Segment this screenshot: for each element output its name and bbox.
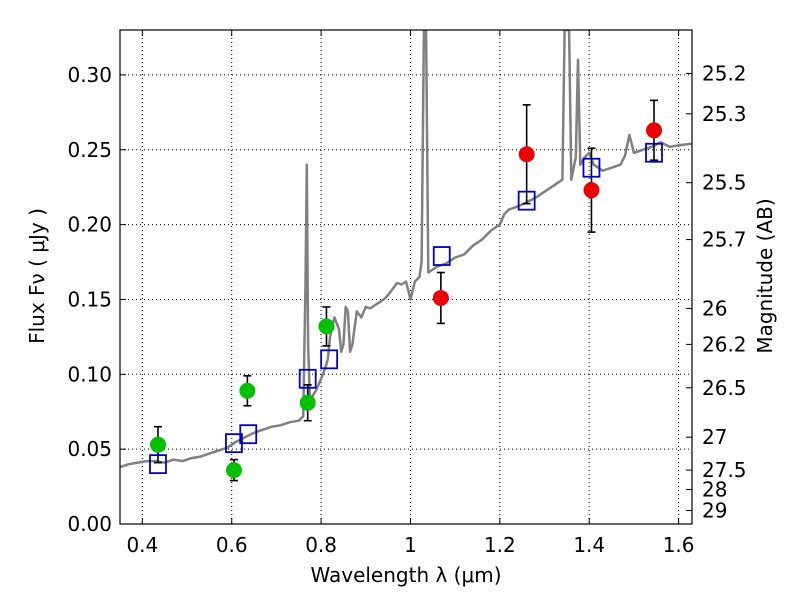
mag-tick-label: 26.2: [702, 332, 747, 356]
plot-frame: [119, 29, 693, 525]
red-data-point: [432, 289, 449, 306]
x-axis-label: Wavelength λ (μm): [310, 563, 501, 587]
y-tick-label: 0.20: [67, 213, 112, 237]
mag-tick-label: 29: [702, 499, 727, 523]
y-axis-label: Flux Fν ( μJy ): [25, 208, 49, 344]
model-band-square: [432, 246, 451, 266]
model-band-square: [149, 454, 167, 475]
axis-ticks: 0.4 0.6 0.8 1 1.2 1.4 1.6 0.00 0.05 0.10 0.15 0.20 0…: [67, 30, 747, 557]
red-data-point: [583, 182, 600, 199]
green-data-point: [149, 436, 166, 453]
model-band-square: [517, 190, 536, 211]
mag-tick-label: 26: [702, 296, 727, 320]
model-band-square: [645, 142, 663, 163]
mag-tick-label: 27: [702, 425, 727, 449]
mag-tick-label: 26.5: [702, 376, 747, 400]
green-data-point: [225, 462, 242, 479]
green-data-point: [299, 394, 316, 411]
model-spectrum-line: [120, 30, 692, 469]
green-data-point: [239, 382, 256, 399]
mag-tick-label: 25.7: [702, 228, 747, 252]
x-tick-label: 0.6: [216, 533, 248, 557]
x-tick-label: 1.4: [573, 533, 605, 557]
y-tick-label: 0.10: [67, 362, 112, 386]
x-tick-label: 1.2: [484, 533, 516, 557]
y-tick-label: 0.15: [67, 287, 112, 311]
mag-tick-label: 28: [702, 478, 727, 502]
red-data-point: [646, 122, 663, 139]
x-tick-label: 0.4: [126, 533, 158, 557]
photometry-points: [149, 99, 663, 482]
model-band-square: [298, 368, 317, 389]
model-spectrum: [120, 30, 692, 469]
x-tick-label: 1: [404, 533, 417, 557]
y2-axis-label: Magnitude (AB): [753, 198, 777, 353]
model-band-square: [320, 349, 339, 370]
model-band-square: [239, 424, 258, 445]
y-tick-label: 0.30: [67, 63, 112, 87]
mag-tick-label: 25.2: [702, 61, 747, 85]
mag-tick-label: 25.5: [702, 171, 747, 195]
y-tick-label: 0.00: [67, 512, 112, 536]
x-tick-label: 0.8: [305, 533, 337, 557]
model-band-square: [582, 157, 601, 178]
axes-frame: [119, 29, 693, 525]
mag-tick-label: 27.5: [702, 458, 747, 482]
y-tick-label: 0.05: [67, 437, 112, 461]
y-tick-label: 0.25: [67, 138, 112, 162]
mag-tick-label: 25.3: [702, 102, 747, 126]
grid: [120, 30, 692, 525]
green-data-point: [318, 318, 335, 335]
red-data-point: [518, 146, 535, 163]
x-tick-label: 1.6: [663, 533, 695, 557]
